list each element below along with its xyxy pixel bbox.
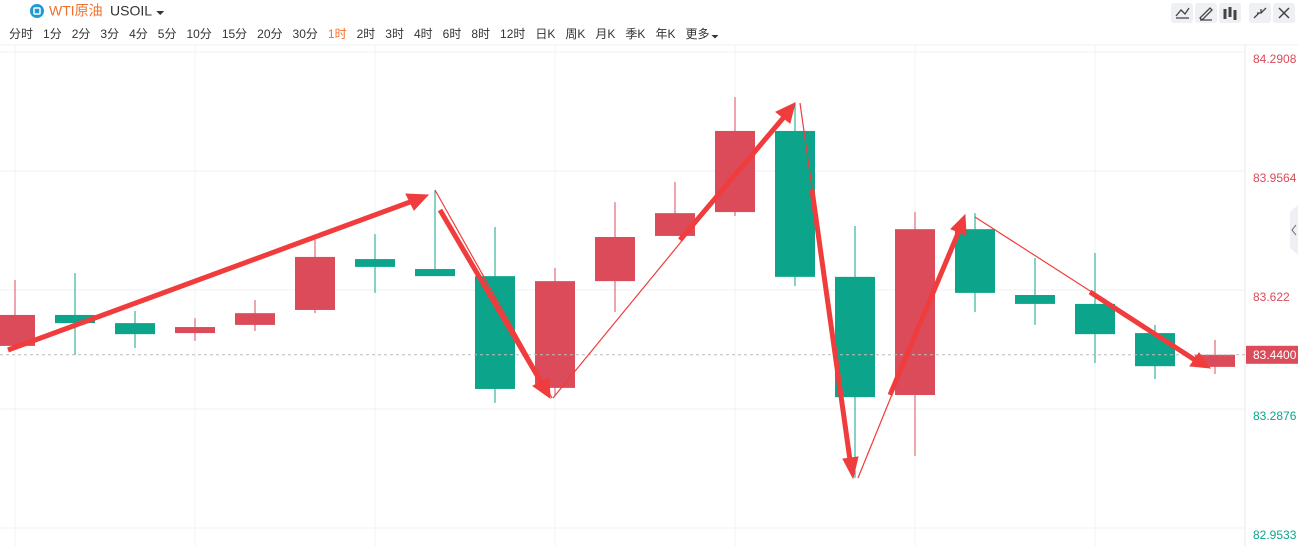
period-tab[interactable]: 30分 (293, 27, 318, 41)
candle-body (595, 236, 635, 282)
period-tab[interactable]: 15分 (222, 27, 247, 41)
plot (0, 45, 1245, 546)
candle-body (415, 269, 455, 277)
arrow-shaft (887, 230, 962, 396)
tool-icon (1175, 7, 1190, 19)
arrow-shaft (1088, 289, 1197, 363)
symbol-icon (30, 4, 44, 18)
period-tab[interactable]: 12时 (500, 27, 525, 41)
symbol-icon-inner (33, 7, 41, 15)
candle-body (1015, 295, 1055, 304)
period-tab[interactable]: 4时 (414, 27, 433, 41)
arrow-head (1189, 352, 1212, 369)
arrow-head (950, 213, 967, 236)
y-tick-label: 84.2908 (1253, 52, 1297, 66)
instrument-symbol[interactable]: USOIL (110, 3, 152, 19)
period-tab[interactable]: 年K (655, 27, 675, 41)
arrow-head (405, 193, 430, 211)
arrow-head (775, 102, 796, 124)
candle-body (955, 229, 995, 293)
candle-body (1135, 333, 1175, 367)
instrument-name: WTI原油 (49, 3, 103, 19)
arrow-shaft (7, 199, 411, 353)
period-tab[interactable]: 分时 (9, 27, 33, 41)
annotation-arrows (7, 102, 1212, 480)
period-tab[interactable]: 3分 (100, 27, 119, 41)
period-tab[interactable]: 1时 (328, 27, 347, 41)
tool-button[interactable] (1171, 3, 1193, 23)
tool-icon (1199, 7, 1213, 21)
candle-body (115, 323, 155, 335)
period-tab[interactable]: 2分 (72, 27, 91, 41)
period-tab[interactable]: 20分 (257, 27, 282, 41)
period-tab[interactable]: 更多 (685, 27, 709, 41)
arrow-shaft (809, 189, 853, 461)
tool-icon (1223, 7, 1237, 20)
arrow-shaft (437, 208, 544, 384)
candle-body (295, 256, 335, 310)
candle-body (235, 313, 275, 325)
arrow-shaft (678, 115, 786, 242)
last-price-box (1246, 345, 1298, 364)
more-caret (711, 35, 719, 39)
period-tab[interactable]: 5分 (158, 27, 177, 41)
candle-body (535, 281, 575, 388)
period-tab[interactable]: 4分 (129, 27, 148, 41)
candle-body (835, 276, 875, 398)
period-tab[interactable]: 3时 (385, 27, 404, 41)
tool-icon (1253, 7, 1267, 19)
period-tab[interactable]: 10分 (186, 27, 211, 41)
candle-body (1075, 303, 1115, 335)
candle-body (475, 276, 515, 389)
period-tab[interactable]: 月K (595, 27, 615, 41)
dropdown-caret[interactable] (156, 11, 165, 15)
candle-body (775, 130, 815, 277)
tool-buttons (1171, 3, 1295, 23)
period-tab[interactable]: 日K (535, 27, 555, 41)
y-tick-label: 82.9533 (1253, 528, 1297, 542)
y-tick-label: 83.622 (1253, 290, 1290, 304)
side-panel-chevron (1291, 224, 1297, 236)
candle-body (55, 314, 95, 324)
period-tab[interactable]: 周K (565, 27, 585, 41)
arrow-head (532, 377, 551, 400)
arrow-head (842, 456, 859, 480)
side-panel-tab[interactable] (1290, 205, 1298, 255)
period-tab[interactable]: 8时 (471, 27, 490, 41)
y-tick-label: 83.2876 (1253, 409, 1297, 423)
candle-body (355, 259, 395, 267)
period-tab[interactable]: 季K (625, 27, 645, 41)
candle-body (175, 327, 215, 334)
tool-icon (1278, 7, 1290, 19)
period-tab[interactable]: 1分 (43, 27, 62, 41)
y-tick-label: 83.9564 (1253, 171, 1297, 185)
period-tab[interactable]: 2时 (357, 27, 376, 41)
period-tab[interactable]: 6时 (443, 27, 462, 41)
last-price-label: 83.4400 (1253, 348, 1297, 362)
